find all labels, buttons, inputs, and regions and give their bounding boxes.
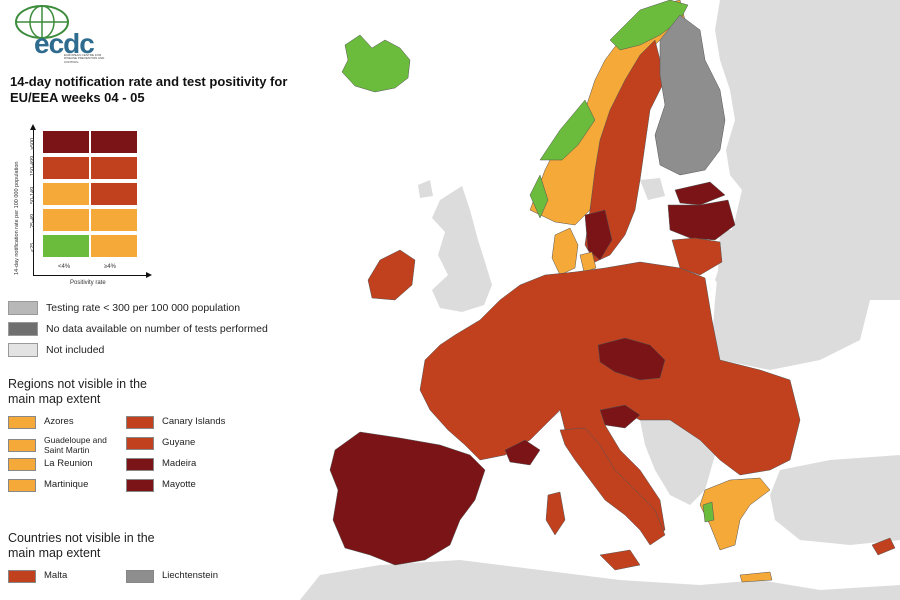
cell-150-high <box>90 156 138 180</box>
legend-not-included-label: Not included <box>46 344 105 356</box>
cell-500-high <box>90 130 138 154</box>
row-label-0: ≥500 <box>30 137 36 150</box>
cell-50-low <box>42 182 90 206</box>
sicily <box>599 549 641 571</box>
se-france <box>504 439 541 466</box>
region-madeira: Madeira <box>126 456 196 472</box>
region-label: Guadeloupe and Saint Martin <box>44 435 107 455</box>
cell-500-low <box>42 130 90 154</box>
cyprus <box>871 537 896 556</box>
greece-green <box>702 501 715 523</box>
legend-not-included: Not included <box>8 342 104 358</box>
iceland <box>341 34 411 93</box>
swatch-orange <box>8 457 36 471</box>
swatch-light-grey <box>8 343 38 357</box>
sardinia <box>545 491 566 536</box>
italy <box>559 427 666 546</box>
region-mayotte: Mayotte <box>126 477 196 493</box>
swatch-grey <box>8 301 38 315</box>
ireland <box>367 249 416 301</box>
x-axis <box>33 275 148 276</box>
logo-subtitle: EUROPEAN CENTRE FOR DISEASE PREVENTION A… <box>64 53 105 64</box>
swatch-grey <box>126 569 154 583</box>
norway-sw-green <box>529 174 549 219</box>
continental-eu <box>419 261 801 541</box>
swatch-orange <box>8 438 36 452</box>
iberia <box>329 431 486 566</box>
estonia <box>674 181 726 206</box>
legend-testing-rate-label: Testing rate < 300 per 100 000 populatio… <box>46 302 241 314</box>
swatch-dark-red <box>126 457 154 471</box>
regions-title: Regions not visible in the main map exte… <box>8 377 147 406</box>
region-label: Martinique <box>44 479 89 490</box>
map-title: 14-day notification rate and test positi… <box>10 74 288 105</box>
x-axis-arrow <box>146 272 152 278</box>
country-label: Malta <box>44 570 68 581</box>
x-axis-label: Positivity rate <box>70 280 106 286</box>
country-liechtenstein: Liechtenstein <box>126 568 218 584</box>
swatch-red <box>8 569 36 583</box>
cell-150-low <box>42 156 90 180</box>
sweden <box>584 39 666 263</box>
region-guadeloupe: Guadeloupe and Saint Martin <box>8 435 114 455</box>
slovenia <box>599 404 641 429</box>
country-label: Liechtenstein <box>162 570 218 581</box>
country-malta: Malta <box>8 568 67 584</box>
row-label-1: 150-499 <box>30 155 36 176</box>
region-canary: Canary Islands <box>126 414 225 430</box>
latvia <box>667 199 736 241</box>
legend-no-data-label: No data available on number of tests per… <box>46 323 268 335</box>
legend-testing-rate: Testing rate < 300 per 100 000 populatio… <box>8 300 240 316</box>
cell-lt25-low <box>42 234 90 258</box>
swatch-orange <box>8 415 36 429</box>
row-label-3: 25-49 <box>30 213 36 228</box>
cell-25-high <box>90 208 138 232</box>
norway-mid-green <box>539 99 596 161</box>
czechia <box>597 337 666 381</box>
globe-icon <box>15 5 69 39</box>
legend-panel: ecdc EUROPEAN CENTRE FOR DISEASE PREVENT… <box>0 0 300 600</box>
row-label-2: 50-149 <box>30 186 36 204</box>
cell-50-high <box>90 182 138 206</box>
region-label: Madeira <box>162 458 197 469</box>
swatch-dark-red <box>126 478 154 492</box>
region-la-reunion: La Reunion <box>8 456 93 472</box>
swatch-dark-grey <box>8 322 38 336</box>
cell-25-low <box>42 208 90 232</box>
region-label: Azores <box>44 416 74 427</box>
region-label: Canary Islands <box>162 416 226 427</box>
y-axis <box>33 128 34 276</box>
region-label: La Reunion <box>44 458 93 469</box>
legend-no-data: No data available on number of tests per… <box>8 321 268 337</box>
cell-lt25-high <box>90 234 138 258</box>
denmark <box>551 227 579 276</box>
region-guyane: Guyane <box>126 435 195 451</box>
region-label: Guyane <box>162 437 196 448</box>
countries-title: Countries not visible in the main map ex… <box>8 531 155 560</box>
sweden-south-dark <box>584 209 613 261</box>
col-label-1: ≥4% <box>104 264 116 270</box>
region-martinique: Martinique <box>8 477 88 493</box>
ecdc-logo: ecdc EUROPEAN CENTRE FOR DISEASE PREVENT… <box>8 2 118 64</box>
y-axis-label: 14-day notification rate per 100 000 pop… <box>14 161 20 275</box>
crete <box>739 571 773 583</box>
swatch-red <box>126 415 154 429</box>
y-axis-arrow <box>30 124 36 130</box>
row-label-4: <25 <box>30 242 36 252</box>
denmark-islands <box>579 251 597 273</box>
region-label: Mayotte <box>162 479 196 490</box>
finland <box>654 14 726 176</box>
logo-text: ecdc <box>34 28 95 59</box>
swatch-orange <box>8 478 36 492</box>
region-azores: Azores <box>8 414 74 430</box>
swatch-red <box>126 436 154 450</box>
col-label-0: <4% <box>58 264 71 270</box>
